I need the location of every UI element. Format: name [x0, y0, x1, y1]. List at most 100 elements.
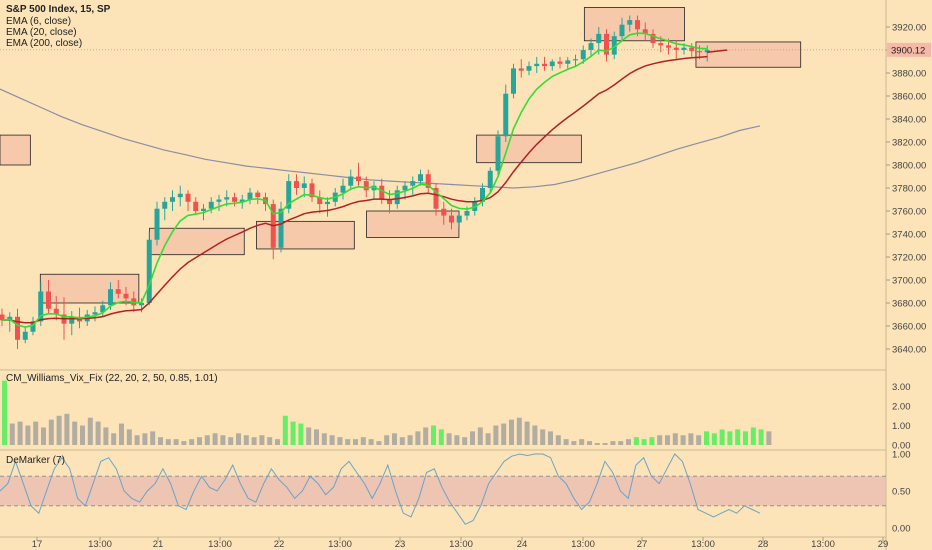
- vix-bar[interactable]: [165, 439, 171, 445]
- vix-bar[interactable]: [103, 427, 109, 445]
- candle[interactable]: [456, 215, 462, 223]
- vix-bar[interactable]: [111, 433, 117, 445]
- candle[interactable]: [534, 63, 540, 67]
- vix-bar[interactable]: [711, 433, 717, 445]
- vix-bar[interactable]: [337, 437, 343, 445]
- vix-bar[interactable]: [509, 419, 514, 445]
- vix-bar[interactable]: [345, 439, 351, 445]
- candle[interactable]: [441, 208, 447, 216]
- candle[interactable]: [348, 176, 354, 186]
- candle[interactable]: [387, 199, 392, 205]
- candle[interactable]: [0, 314, 5, 321]
- vix-bar[interactable]: [142, 433, 148, 445]
- vix-bar[interactable]: [423, 427, 429, 445]
- candle[interactable]: [526, 66, 532, 71]
- vix-bar[interactable]: [719, 429, 725, 445]
- vix-bar[interactable]: [392, 433, 397, 445]
- vix-bar[interactable]: [360, 437, 366, 445]
- candle[interactable]: [146, 239, 152, 303]
- vix-bar[interactable]: [602, 443, 608, 445]
- candle[interactable]: [309, 183, 315, 198]
- vix-bar[interactable]: [298, 423, 304, 445]
- vix-bar[interactable]: [610, 441, 616, 445]
- candle[interactable]: [201, 208, 206, 211]
- vix-bar[interactable]: [220, 435, 226, 445]
- candle[interactable]: [487, 170, 493, 188]
- candle[interactable]: [503, 93, 509, 137]
- candle[interactable]: [425, 174, 431, 188]
- candle[interactable]: [410, 181, 416, 186]
- candle[interactable]: [635, 20, 640, 30]
- candle[interactable]: [15, 316, 20, 340]
- candle[interactable]: [449, 215, 454, 223]
- vix-bar[interactable]: [587, 441, 592, 445]
- vix-bar[interactable]: [2, 380, 7, 445]
- vix-bar[interactable]: [197, 437, 202, 445]
- vix-bar[interactable]: [758, 429, 764, 445]
- vix-bar[interactable]: [33, 421, 39, 445]
- vix-bar[interactable]: [64, 413, 70, 445]
- vix-bar[interactable]: [9, 423, 15, 445]
- candle[interactable]: [627, 20, 633, 25]
- candle[interactable]: [573, 59, 578, 61]
- vix-bar[interactable]: [626, 439, 631, 445]
- vix-fix-pane[interactable]: [2, 380, 772, 446]
- vix-bar[interactable]: [407, 435, 413, 445]
- vix-bar[interactable]: [571, 441, 577, 445]
- vix-bar[interactable]: [766, 431, 772, 445]
- candle[interactable]: [356, 176, 361, 182]
- candle[interactable]: [588, 43, 594, 50]
- vix-bar[interactable]: [657, 435, 663, 445]
- candle[interactable]: [418, 174, 423, 182]
- candle[interactable]: [22, 331, 28, 340]
- vix-bar[interactable]: [696, 435, 702, 445]
- candle[interactable]: [255, 192, 261, 198]
- candle[interactable]: [363, 181, 369, 191]
- vix-bar[interactable]: [743, 431, 748, 445]
- candle[interactable]: [402, 185, 408, 191]
- candle[interactable]: [565, 60, 571, 64]
- vix-bar[interactable]: [688, 433, 694, 445]
- vix-bar[interactable]: [485, 433, 491, 445]
- candle[interactable]: [673, 47, 679, 50]
- vix-bar[interactable]: [72, 421, 78, 445]
- vix-bar[interactable]: [641, 439, 647, 445]
- candle[interactable]: [511, 68, 516, 94]
- candle[interactable]: [177, 193, 183, 198]
- vix-bar[interactable]: [282, 415, 288, 445]
- candle[interactable]: [518, 68, 524, 71]
- vix-bar[interactable]: [134, 435, 140, 445]
- vix-bar[interactable]: [618, 441, 624, 445]
- study-ema6[interactable]: EMA (6, close): [6, 16, 72, 27]
- vix-bar[interactable]: [704, 431, 709, 445]
- vix-bar[interactable]: [290, 421, 296, 445]
- candle[interactable]: [286, 181, 292, 209]
- vix-bar[interactable]: [329, 435, 335, 445]
- vix-bar[interactable]: [665, 435, 670, 445]
- study-ema200[interactable]: EMA (200, close): [6, 38, 83, 49]
- candle[interactable]: [108, 289, 113, 306]
- candle[interactable]: [30, 321, 36, 332]
- vix-bar[interactable]: [275, 439, 280, 445]
- vix-bar[interactable]: [56, 415, 62, 445]
- candle[interactable]: [317, 197, 323, 205]
- candle[interactable]: [239, 199, 245, 202]
- candle[interactable]: [464, 211, 470, 216]
- candle[interactable]: [557, 61, 563, 64]
- candle[interactable]: [301, 183, 307, 188]
- candle[interactable]: [611, 36, 617, 55]
- vix-bar[interactable]: [540, 429, 546, 445]
- vix-bar[interactable]: [649, 437, 655, 445]
- vix-bar[interactable]: [228, 437, 234, 445]
- vix-bar[interactable]: [173, 439, 179, 445]
- vix-bar[interactable]: [431, 425, 436, 446]
- candle[interactable]: [46, 291, 51, 309]
- vix-bar[interactable]: [95, 421, 101, 445]
- vix-bar[interactable]: [454, 435, 460, 445]
- vix-bar[interactable]: [532, 425, 538, 446]
- demarker-pane[interactable]: [0, 453, 886, 525]
- vix-bar[interactable]: [493, 425, 499, 446]
- candle[interactable]: [69, 316, 75, 324]
- candle[interactable]: [580, 50, 586, 60]
- vix-bar[interactable]: [727, 431, 733, 445]
